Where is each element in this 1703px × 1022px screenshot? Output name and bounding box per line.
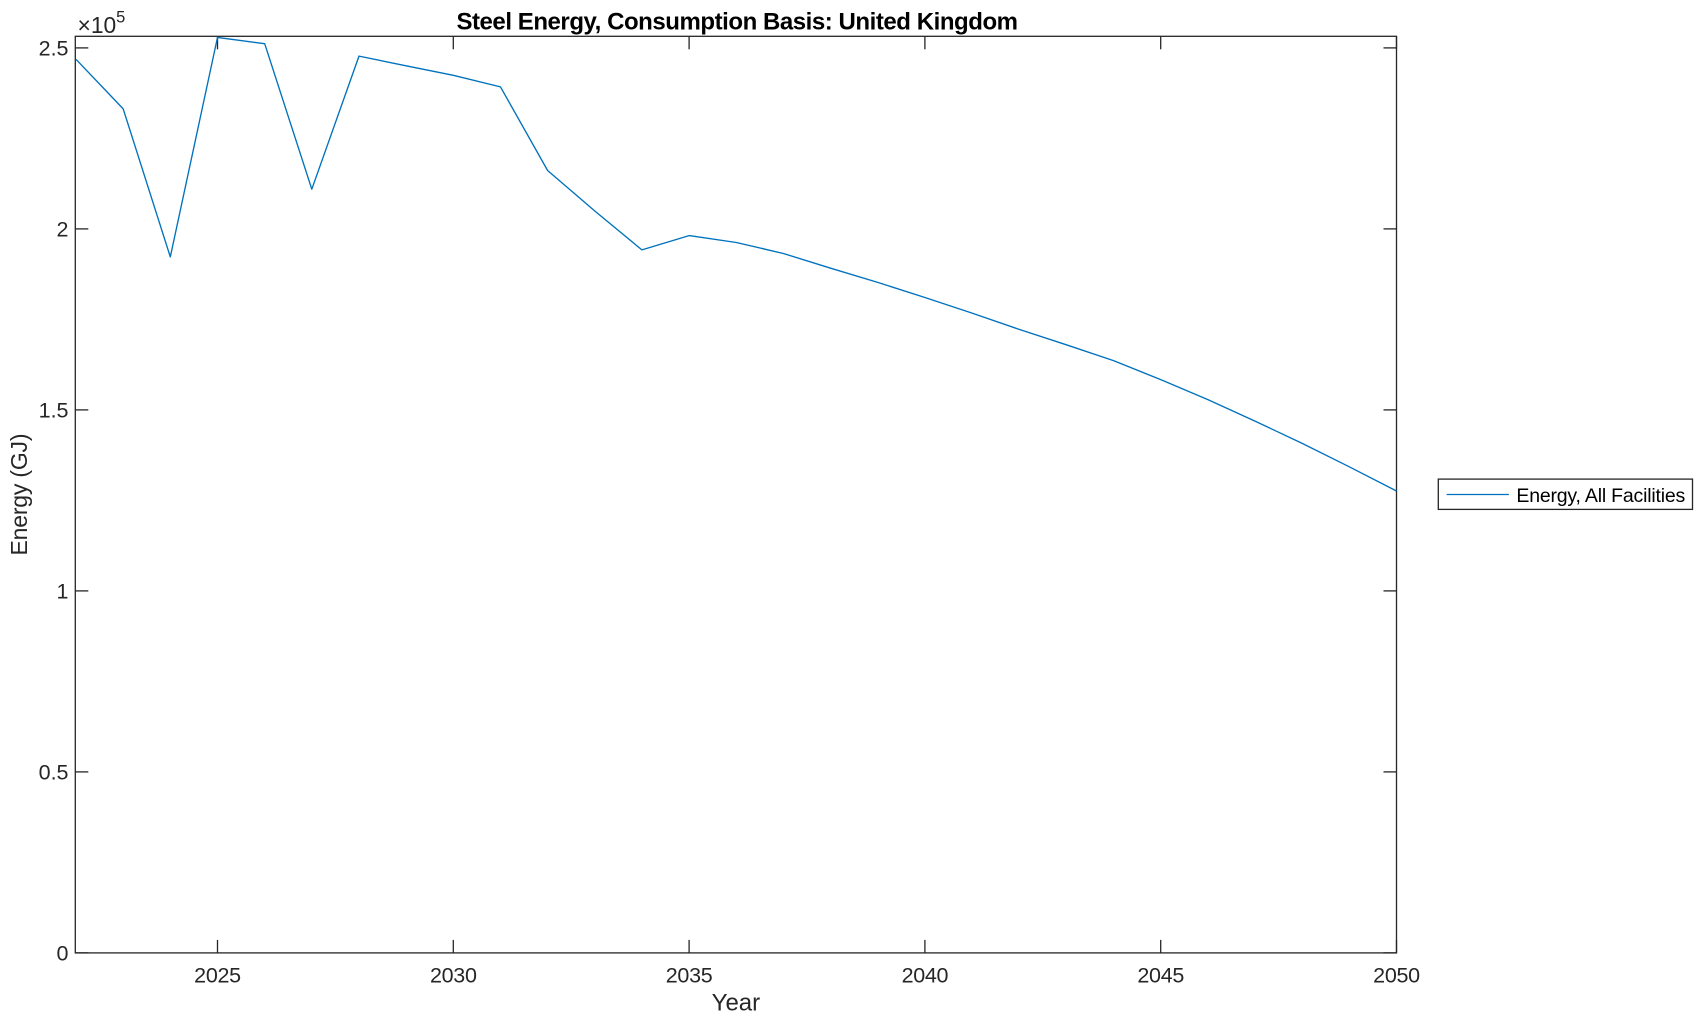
- svg-text:2030: 2030: [430, 963, 477, 987]
- svg-text:2045: 2045: [1137, 963, 1184, 987]
- svg-text:Steel Energy, Consumption Basi: Steel Energy, Consumption Basis: United …: [456, 9, 1017, 36]
- svg-text:×105: ×105: [78, 9, 126, 39]
- svg-text:1.5: 1.5: [39, 399, 69, 423]
- svg-text:2.5: 2.5: [39, 37, 69, 61]
- svg-text:2040: 2040: [902, 963, 949, 987]
- svg-text:0.5: 0.5: [39, 761, 69, 785]
- svg-text:2035: 2035: [666, 963, 713, 987]
- svg-text:2: 2: [57, 218, 69, 242]
- svg-text:0: 0: [57, 942, 69, 966]
- svg-text:Energy (GJ): Energy (GJ): [6, 434, 32, 556]
- svg-text:Year: Year: [712, 990, 761, 1017]
- svg-text:1: 1: [57, 580, 69, 604]
- svg-text:2050: 2050: [1373, 963, 1420, 987]
- svg-text:Energy, All Facilities: Energy, All Facilities: [1516, 485, 1685, 507]
- svg-text:2025: 2025: [194, 963, 241, 987]
